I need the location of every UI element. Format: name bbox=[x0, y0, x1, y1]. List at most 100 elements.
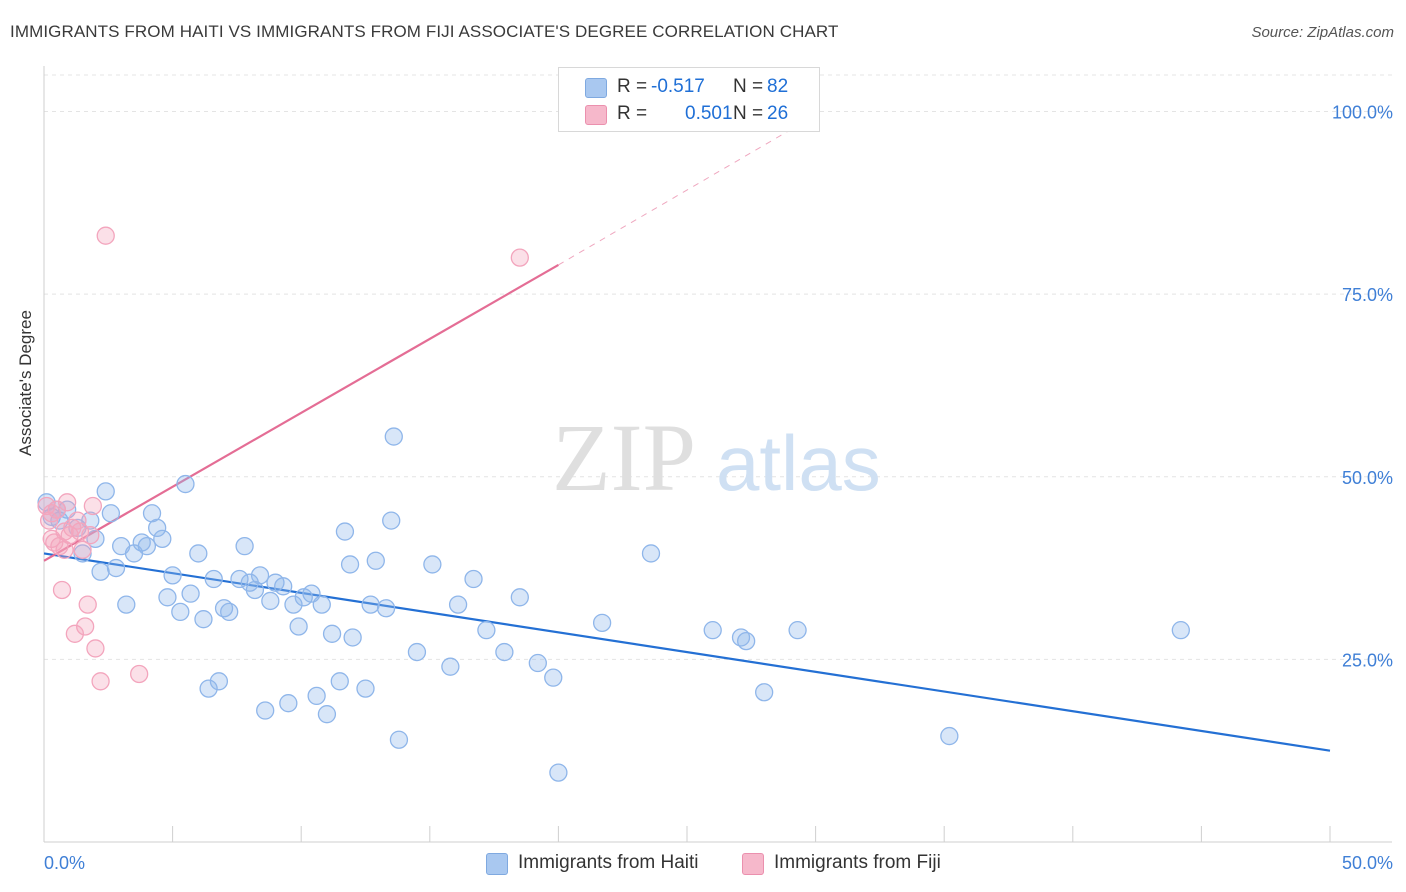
haiti-point bbox=[274, 577, 293, 596]
haiti-point bbox=[464, 569, 483, 589]
haiti-point bbox=[330, 672, 349, 691]
legend-swatch-fiji bbox=[585, 105, 607, 125]
source-label: Source: ZipAtlas.com bbox=[1251, 24, 1394, 41]
y-tick-label: 50.0% bbox=[1342, 468, 1393, 488]
haiti-point bbox=[384, 427, 403, 446]
chart-title: IMMIGRANTS FROM HAITI VS IMMIGRANTS FROM… bbox=[10, 22, 839, 41]
haiti-point bbox=[117, 595, 136, 614]
haiti-point bbox=[366, 551, 385, 570]
haiti-point bbox=[279, 694, 298, 713]
haiti-point bbox=[755, 683, 774, 702]
legend-r-label: R = bbox=[617, 76, 648, 97]
haiti-trend-line bbox=[43, 552, 1331, 752]
watermark: ZIP atlas bbox=[552, 404, 881, 511]
haiti-point bbox=[209, 672, 229, 691]
haiti-point bbox=[1171, 621, 1190, 640]
x-tick-label-min: 0.0% bbox=[44, 853, 85, 873]
haiti-point bbox=[407, 642, 427, 662]
fiji-point bbox=[86, 639, 105, 658]
haiti-point bbox=[101, 504, 121, 523]
haiti-point bbox=[163, 566, 182, 585]
bottom-legend-label-haiti: Immigrants from Haiti bbox=[518, 852, 699, 873]
fiji-point bbox=[42, 529, 61, 549]
fiji-point bbox=[52, 580, 72, 600]
haiti-point bbox=[389, 730, 409, 749]
haiti-point bbox=[137, 537, 157, 556]
haiti-point bbox=[171, 602, 190, 622]
trend-lines bbox=[43, 114, 1331, 752]
haiti-point bbox=[940, 726, 959, 746]
bottom-legend-swatch-fiji bbox=[742, 853, 764, 875]
fiji-point bbox=[65, 624, 85, 643]
fiji-trend-extension bbox=[558, 114, 816, 266]
haiti-point bbox=[317, 705, 337, 724]
fiji-point bbox=[130, 664, 149, 684]
haiti-point bbox=[343, 628, 362, 647]
watermark-atlas: atlas bbox=[716, 419, 881, 507]
haiti-point bbox=[261, 591, 280, 611]
haiti-point bbox=[250, 566, 270, 585]
fiji-point bbox=[91, 672, 110, 691]
haiti-point bbox=[307, 686, 326, 706]
x-tick-label-max: 50.0% bbox=[1342, 853, 1393, 873]
haiti-point bbox=[153, 529, 172, 549]
haiti-point bbox=[189, 544, 208, 563]
haiti-point bbox=[477, 621, 496, 640]
haiti-point bbox=[322, 624, 342, 643]
haiti-point bbox=[641, 544, 661, 563]
haiti-point bbox=[788, 621, 807, 640]
axes bbox=[43, 66, 1392, 843]
legend-n-value-fiji: 26 bbox=[767, 103, 789, 124]
haiti-point bbox=[289, 617, 308, 636]
legend-swatch-haiti bbox=[585, 78, 607, 98]
haiti-point bbox=[235, 537, 254, 556]
haiti-point bbox=[106, 558, 126, 578]
haiti-point bbox=[194, 610, 213, 629]
grid-lines bbox=[44, 74, 1392, 660]
haiti-point bbox=[544, 668, 563, 687]
haiti-point bbox=[256, 701, 275, 720]
y-axis-label: Associate's Degree bbox=[16, 310, 35, 456]
haiti-point bbox=[510, 588, 529, 607]
bottom-legend-label-fiji: Immigrants from Fiji bbox=[774, 852, 941, 873]
data-points bbox=[37, 226, 1190, 782]
fiji-point bbox=[83, 496, 103, 516]
haiti-point bbox=[592, 613, 612, 633]
y-tick-label: 100.0% bbox=[1332, 103, 1393, 123]
haiti-point bbox=[448, 595, 468, 614]
haiti-point bbox=[220, 602, 239, 622]
haiti-point bbox=[199, 679, 218, 698]
haiti-point bbox=[91, 562, 110, 581]
haiti-point bbox=[382, 511, 401, 530]
fiji-point bbox=[55, 540, 74, 559]
haiti-point bbox=[495, 642, 514, 662]
haiti-point bbox=[148, 518, 167, 538]
legend-r-label: R = bbox=[617, 103, 648, 124]
haiti-point bbox=[284, 595, 303, 614]
legend-n-label: N = bbox=[733, 76, 764, 97]
watermark-zip: ZIP bbox=[552, 404, 696, 511]
fiji-point bbox=[70, 522, 90, 541]
haiti-point bbox=[230, 569, 249, 589]
haiti-point bbox=[737, 631, 756, 651]
haiti-point bbox=[423, 555, 442, 574]
fiji-trend-line bbox=[43, 263, 559, 562]
fiji-point bbox=[78, 595, 97, 614]
correlation-legend: R = -0.517 N = 82 R = 0.501 N = 26 bbox=[558, 67, 820, 132]
tick-labels: 25.0% 50.0% 75.0% 100.0% 0.0% 50.0% bbox=[44, 103, 1393, 873]
bottom-legend-swatch-haiti bbox=[486, 853, 508, 875]
fiji-point bbox=[68, 511, 87, 530]
haiti-point bbox=[703, 621, 722, 640]
haiti-point bbox=[549, 763, 568, 782]
haiti-point bbox=[340, 555, 360, 574]
haiti-point bbox=[376, 599, 396, 618]
legend-r-value-haiti: -0.517 bbox=[651, 76, 705, 97]
fiji-point bbox=[76, 617, 95, 636]
legend-r-value-fiji: 0.501 bbox=[685, 103, 733, 124]
haiti-point bbox=[96, 482, 115, 501]
haiti-point bbox=[158, 588, 177, 607]
haiti-point bbox=[312, 595, 331, 614]
fiji-point bbox=[96, 226, 115, 245]
haiti-point bbox=[356, 679, 375, 698]
